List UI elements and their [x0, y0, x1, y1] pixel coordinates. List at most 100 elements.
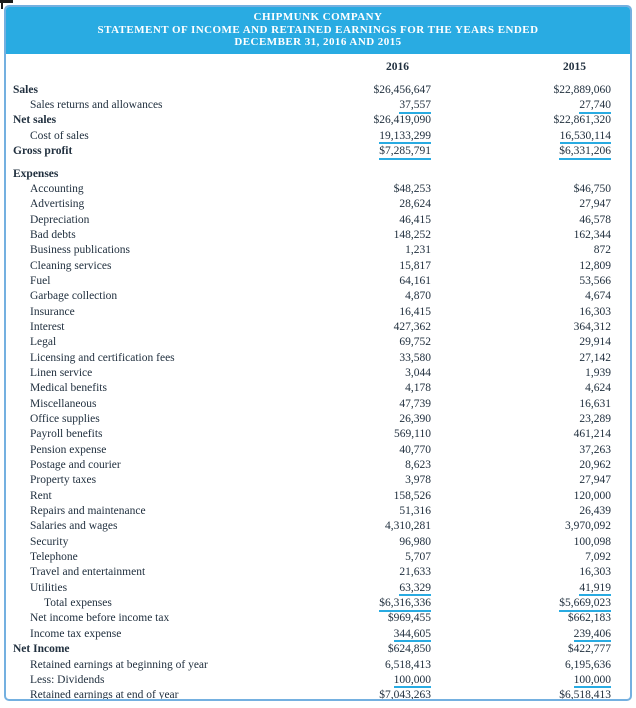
row-amount: 41,919 — [431, 581, 611, 597]
table-row: Advertising 28,624 27,947 — [13, 197, 611, 212]
amount-value: 5,707 — [405, 551, 431, 564]
row-amount: $48,253 — [311, 182, 431, 197]
row-label: Interest — [30, 320, 65, 333]
row-label: Retained earnings at end of year — [30, 689, 179, 701]
amount-value: 148,252 — [393, 228, 431, 241]
row-amount: 51,316 — [311, 504, 431, 519]
amount-value: $5,669,023 — [559, 597, 611, 612]
amount-value: 46,415 — [399, 213, 431, 226]
row-amount: 15,817 — [311, 259, 431, 274]
amount-value: 47,739 — [399, 397, 431, 410]
row-amount: 872 — [431, 243, 611, 258]
amount-value: 4,624 — [585, 382, 611, 395]
table-row: Rent 158,526 120,000 — [13, 489, 611, 504]
row-amount: 5,707 — [311, 550, 431, 565]
amount-value: $7,043,263 — [379, 689, 431, 699]
amount-value: 27,142 — [579, 351, 611, 364]
row-amount: 148,252 — [311, 228, 431, 243]
amount-value: 63,329 — [399, 582, 431, 597]
row-label: Business publications — [30, 244, 130, 257]
row-label: Less: Dividends — [30, 673, 105, 686]
row-label: Retained earnings at beginning of year — [30, 658, 208, 671]
amount-value: 27,740 — [579, 99, 611, 114]
row-amount: $22,861,320 — [431, 113, 612, 128]
row-label: Property taxes — [30, 474, 97, 487]
amount-value: 100,000 — [393, 674, 431, 689]
row-label: Office supplies — [30, 413, 100, 425]
amount-value: 29,914 — [579, 336, 611, 349]
table-row: Travel and entertainment 21,633 16,303 — [13, 565, 611, 580]
row-amount: 4,674 — [431, 289, 611, 304]
row-amount: 37,557 — [311, 98, 431, 114]
amount-value: $48,253 — [393, 182, 431, 195]
row-label: Sales returns and allowances — [30, 99, 163, 112]
row-label: Utilities — [30, 581, 68, 594]
amount-value: $662,183 — [567, 612, 611, 625]
row-label: Income tax expense — [30, 627, 122, 640]
row-amount: 8,623 — [311, 458, 431, 473]
amount-value: 53,566 — [579, 274, 611, 287]
amount-value: 4,310,281 — [385, 520, 431, 533]
amount-value: 6,195,636 — [565, 658, 611, 671]
row-amount: 63,329 — [311, 581, 431, 597]
row-label: Salaries and wages — [30, 520, 118, 533]
row-amount: $7,285,791 — [311, 144, 431, 160]
amount-value: $624,850 — [387, 643, 431, 656]
row-amount: 6,518,413 — [311, 658, 431, 673]
amount-value: 461,214 — [573, 428, 611, 441]
row-label: Accounting — [30, 182, 84, 195]
amount-value: 37,263 — [579, 443, 611, 456]
row-amount: 16,303 — [431, 305, 611, 320]
row-amount: 16,530,114 — [431, 129, 611, 145]
row-label: Garbage collection — [30, 290, 118, 303]
row-amount: 3,044 — [311, 366, 431, 381]
financial-statement: CHIPMUNK COMPANY STATEMENT OF INCOME AND… — [4, 5, 632, 701]
amount-value: 20,962 — [579, 459, 611, 472]
row-amount — [431, 167, 611, 182]
amount-value: 7,092 — [585, 551, 611, 564]
table-row: Cleaning services 15,817 12,809 — [13, 259, 611, 274]
amount-value: 4,674 — [585, 290, 611, 303]
row-amount: 29,914 — [431, 335, 611, 350]
row-amount: 4,310,281 — [311, 519, 431, 534]
table-row: Bad debts 148,252 162,344 — [13, 228, 611, 243]
row-amount: $6,316,336 — [311, 596, 431, 612]
row-amount: $22,889,060 — [431, 83, 612, 98]
table-row: Property taxes 3,978 27,947 — [13, 473, 611, 488]
label-column-spacer — [13, 61, 311, 80]
row-label: Net income before income tax — [30, 612, 170, 625]
row-amount: 569,110 — [311, 427, 431, 442]
row-amount: 28,624 — [311, 197, 431, 212]
amount-value: 64,161 — [399, 274, 431, 287]
table-row: Net sales $26,419,090 $22,861,320 — [13, 113, 611, 128]
amount-value: $46,750 — [573, 182, 611, 195]
scan-artifact — [0, 0, 13, 3]
row-amount: $5,669,023 — [431, 596, 611, 612]
row-amount: $46,750 — [431, 182, 611, 197]
table-row: Postage and courier 8,623 20,962 — [13, 458, 611, 473]
amount-value: 21,633 — [399, 566, 431, 579]
row-amount: 46,578 — [431, 213, 611, 228]
amount-value: 872 — [593, 244, 611, 257]
row-amount: 23,289 — [431, 412, 611, 427]
amount-value: 8,623 — [405, 459, 431, 472]
row-amount: $6,331,206 — [431, 144, 611, 160]
row-amount: $26,419,090 — [311, 113, 432, 128]
company-name: CHIPMUNK COMPANY — [253, 11, 383, 23]
table-row: Retained earnings at beginning of year 6… — [13, 658, 611, 673]
row-amount: 100,098 — [431, 535, 611, 550]
row-label: Net Income — [13, 643, 70, 656]
table-row: Fuel 64,161 53,566 — [13, 274, 611, 289]
table-row: Cost of sales 19,133,299 16,530,114 — [13, 129, 611, 145]
row-amount: 69,752 — [311, 335, 431, 350]
amount-value: 100,000 — [573, 674, 611, 689]
table-row: Repairs and maintenance 51,316 26,439 — [13, 504, 611, 519]
amount-value: 16,303 — [579, 566, 611, 579]
amount-value: 40,770 — [399, 443, 431, 456]
row-amount: $662,183 — [431, 611, 611, 626]
table-row: Net Income $624,850 $422,777 — [13, 642, 611, 657]
row-amount: 46,415 — [311, 213, 431, 228]
table-row: Medical benefits 4,178 4,624 — [13, 381, 611, 396]
row-amount: 16,415 — [311, 305, 431, 320]
row-amount: 16,631 — [431, 397, 611, 412]
